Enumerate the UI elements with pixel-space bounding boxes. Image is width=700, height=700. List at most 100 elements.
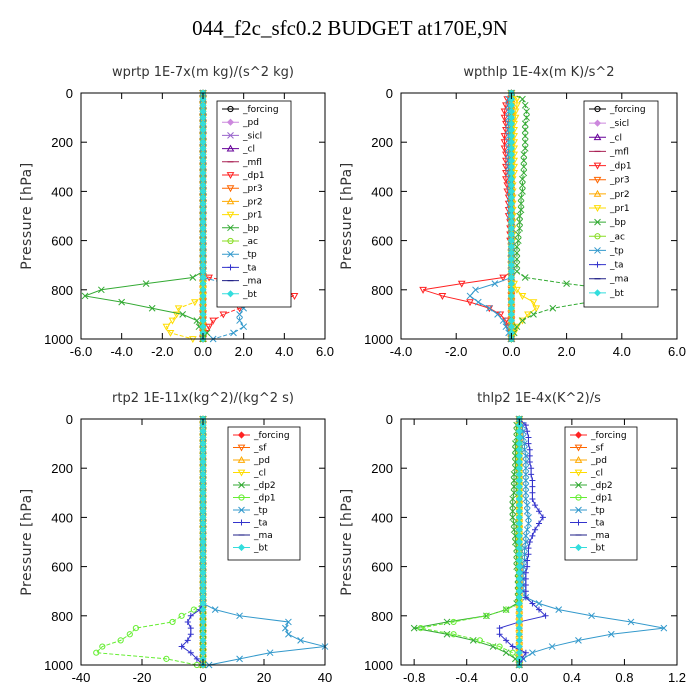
legend-entry: _ma — [222, 277, 262, 287]
data-point — [205, 274, 213, 282]
data-point — [513, 96, 521, 104]
legend-entry: _tp — [589, 246, 624, 256]
data-point — [522, 483, 530, 491]
series-bt — [507, 89, 515, 343]
data-point — [509, 501, 517, 509]
legend: _forcing _sf _pd _cl _dp2 _dp1 _tp _ta _ma _bt — [564, 426, 638, 561]
data-point — [521, 126, 529, 134]
data-point — [521, 544, 528, 552]
data-point — [509, 649, 516, 656]
data-point — [510, 520, 518, 527]
data-point — [529, 495, 536, 502]
legend-label: _dp1 — [590, 494, 613, 504]
data-point — [529, 299, 538, 307]
data-point — [450, 631, 457, 638]
legend-label: _ac — [242, 237, 258, 247]
legend-label: _forcing — [590, 431, 627, 441]
legend-label: _sf — [590, 444, 604, 454]
legend-entry: _pr3 — [222, 184, 263, 194]
data-point — [522, 532, 530, 540]
legend-label: _tp — [609, 246, 624, 256]
legend-label: _tp — [242, 250, 257, 260]
legend-marker — [575, 481, 582, 489]
legend-label: _ma — [242, 277, 262, 287]
legend-entry: _ta — [222, 263, 257, 273]
x-tick-label: 0.0 — [510, 670, 528, 685]
legend-entry: _bp — [589, 218, 626, 228]
y-tick-label: 400 — [371, 510, 393, 525]
panel-title: wprtp 1E-7x(m kg)/(s^2 kg) — [112, 65, 294, 80]
legend-marker — [593, 289, 602, 297]
data-point — [500, 108, 509, 116]
y-tick-label: 0 — [66, 86, 73, 101]
y-tick-label: 800 — [371, 283, 393, 298]
data-point — [187, 649, 194, 656]
data-point — [187, 631, 194, 638]
legend: _forcing _pd _sicl _cl _mfl _dp1 _pr3 _pr2 _pr1 _… — [216, 100, 292, 308]
data-point — [236, 612, 243, 620]
data-point — [240, 323, 248, 331]
series-line — [165, 93, 204, 340]
data-point — [438, 293, 447, 300]
data-point — [491, 280, 499, 288]
y-tick-label: 400 — [51, 510, 73, 525]
series-dp1 — [93, 415, 207, 669]
data-point — [472, 286, 479, 294]
y-axis-label: Pressure [hPa] — [19, 488, 35, 595]
data-point — [522, 495, 530, 503]
legend-label: _sicl — [242, 131, 262, 141]
data-point — [588, 612, 595, 620]
x-tick-label: 4.0 — [613, 344, 631, 359]
data-point — [522, 464, 530, 472]
data-point — [525, 514, 532, 521]
y-tick-label: 600 — [51, 560, 73, 575]
series-line — [83, 93, 208, 340]
legend-entry: _dp2 — [233, 481, 276, 491]
legend-marker — [574, 543, 583, 552]
legend-marker — [237, 431, 246, 439]
legend-entry: _sicl — [222, 131, 262, 141]
data-point — [542, 612, 549, 619]
data-point — [510, 483, 518, 491]
data-point — [519, 563, 527, 570]
legend-marker — [594, 247, 601, 254]
data-point — [236, 655, 243, 663]
legend-marker — [238, 506, 245, 514]
legend-marker — [594, 218, 601, 226]
legend-marker — [227, 264, 234, 271]
y-tick-label: 0 — [386, 412, 393, 427]
y-axis-label: Pressure [hPa] — [339, 162, 355, 269]
data-point — [513, 102, 521, 110]
panel-title: thlp2 1E-4x(K^2)/s — [477, 391, 601, 406]
data-point — [522, 575, 529, 582]
data-point — [496, 643, 503, 650]
data-point — [532, 502, 539, 509]
series-bt — [199, 415, 207, 669]
data-point — [169, 618, 176, 626]
data-point — [494, 311, 501, 318]
data-point — [205, 323, 213, 331]
panel-title: wpthlp 1E-4x(m K)/s^2 — [463, 65, 614, 80]
legend-label: _cl — [253, 469, 266, 479]
data-point — [148, 304, 156, 312]
data-point — [510, 489, 518, 497]
data-point — [549, 304, 557, 312]
data-point — [509, 495, 517, 503]
data-point — [555, 606, 563, 614]
legend-label: _mfl — [242, 158, 262, 168]
series-dp1 — [419, 90, 516, 344]
data-point — [522, 489, 530, 497]
data-point — [526, 452, 533, 459]
data-point — [443, 630, 451, 638]
legend-entry: _ta — [233, 519, 268, 529]
data-point — [518, 293, 527, 300]
y-tick-label: 1000 — [364, 658, 393, 673]
legend-marker — [575, 519, 582, 526]
data-point — [529, 649, 536, 657]
legend: _forcing _sf _pd _cl _dp2 _dp1 _tp _ta _ma _bt — [227, 426, 301, 561]
data-point — [503, 637, 510, 644]
x-tick-label: -0.4 — [456, 670, 478, 685]
y-tick-label: 400 — [371, 184, 393, 199]
legend-label: _dp2 — [253, 481, 276, 491]
data-point — [513, 286, 521, 294]
